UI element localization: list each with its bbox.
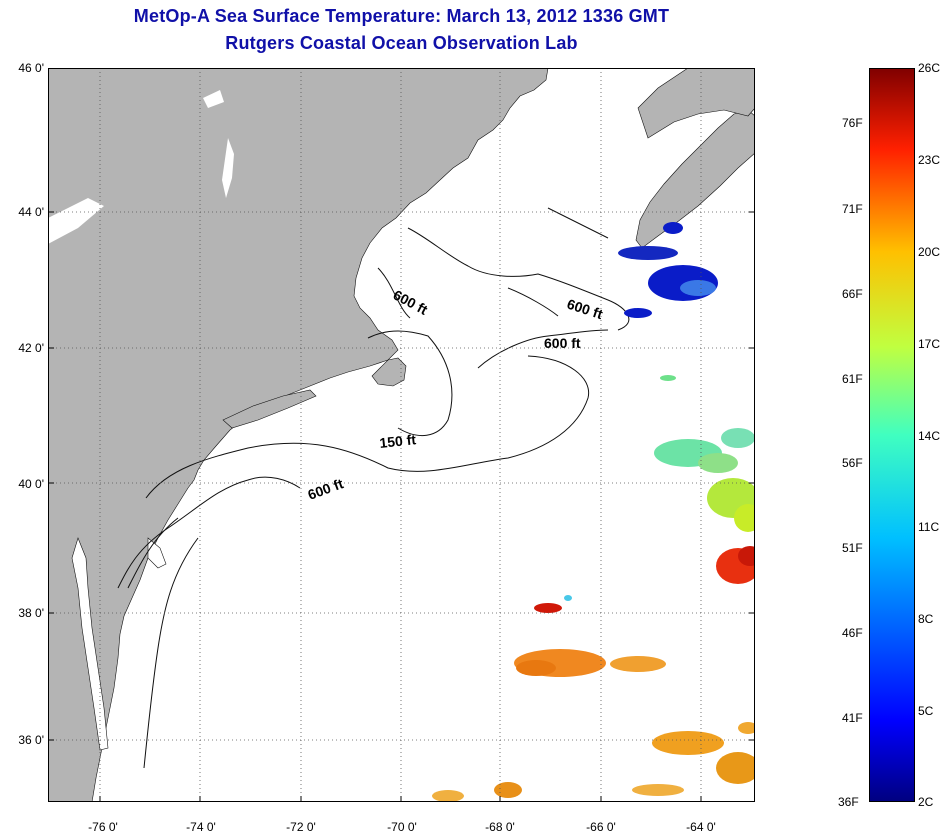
lon-label-68: -68 0' [485, 820, 515, 834]
colorbar-c-23: 23C [918, 153, 941, 167]
lat-label-46: 46 0' [18, 61, 44, 75]
lon-label-66: -66 0' [586, 820, 616, 834]
lake-small [203, 90, 224, 108]
lat-label-36: 36 0' [18, 733, 44, 747]
colorbar [869, 68, 915, 802]
colorbar-f-61: 61F [842, 372, 863, 386]
colorbar-f-71: 71F [842, 202, 863, 216]
lat-label-38: 38 0' [18, 606, 44, 620]
map-subtitle: Rutgers Coastal Ocean Observation Lab [225, 33, 578, 53]
colorbar-f-41: 41F [842, 711, 863, 725]
lon-label-64: -64 0' [686, 820, 716, 834]
colorbar-c-14: 14C [918, 429, 941, 443]
lat-label-40: 40 0' [18, 477, 44, 491]
colorbar-f-66: 66F [842, 287, 863, 301]
sst-map: 600 ft 600 ft 600 ft 150 ft 600 ft [48, 68, 755, 802]
colorbar-c-2: 2C [918, 795, 934, 809]
lake-ontario [48, 198, 104, 244]
lon-label-72: -72 0' [286, 820, 316, 834]
lat-label-44: 44 0' [18, 205, 44, 219]
land-mainland [48, 68, 549, 802]
colorbar-c-11: 11C [918, 520, 940, 534]
colorbar-c-20: 20C [918, 245, 941, 259]
lon-label-74: -74 0' [186, 820, 216, 834]
lat-label-42: 42 0' [18, 341, 44, 355]
colorbar-c-17: 17C [918, 337, 941, 351]
land-cape-breton [637, 68, 755, 139]
colorbar-c-5: 5C [918, 704, 934, 718]
land-long-island [222, 389, 317, 429]
colorbar-c-8: 8C [918, 612, 934, 626]
colorbar-f-76: 76F [842, 116, 863, 130]
colorbar-f-36: 36F [838, 795, 859, 809]
contour-label-150ft: 150 ft [379, 431, 417, 451]
lake-champlain [222, 138, 234, 198]
colorbar-f-46: 46F [842, 626, 863, 640]
colorbar-f-51: 51F [842, 541, 863, 555]
lon-label-70: -70 0' [387, 820, 417, 834]
contour-label-600ft-gb: 600 ft [544, 335, 581, 351]
colorbar-c-26: 26C [918, 61, 941, 75]
map-title: MetOp-A Sea Surface Temperature: March 1… [133, 6, 670, 26]
colorbar-f-56: 56F [842, 456, 863, 470]
sst-patches [432, 222, 755, 802]
lon-label-76: -76 0' [88, 820, 118, 834]
bathymetry-contours [117, 207, 630, 769]
bay-chesapeake [71, 537, 109, 751]
